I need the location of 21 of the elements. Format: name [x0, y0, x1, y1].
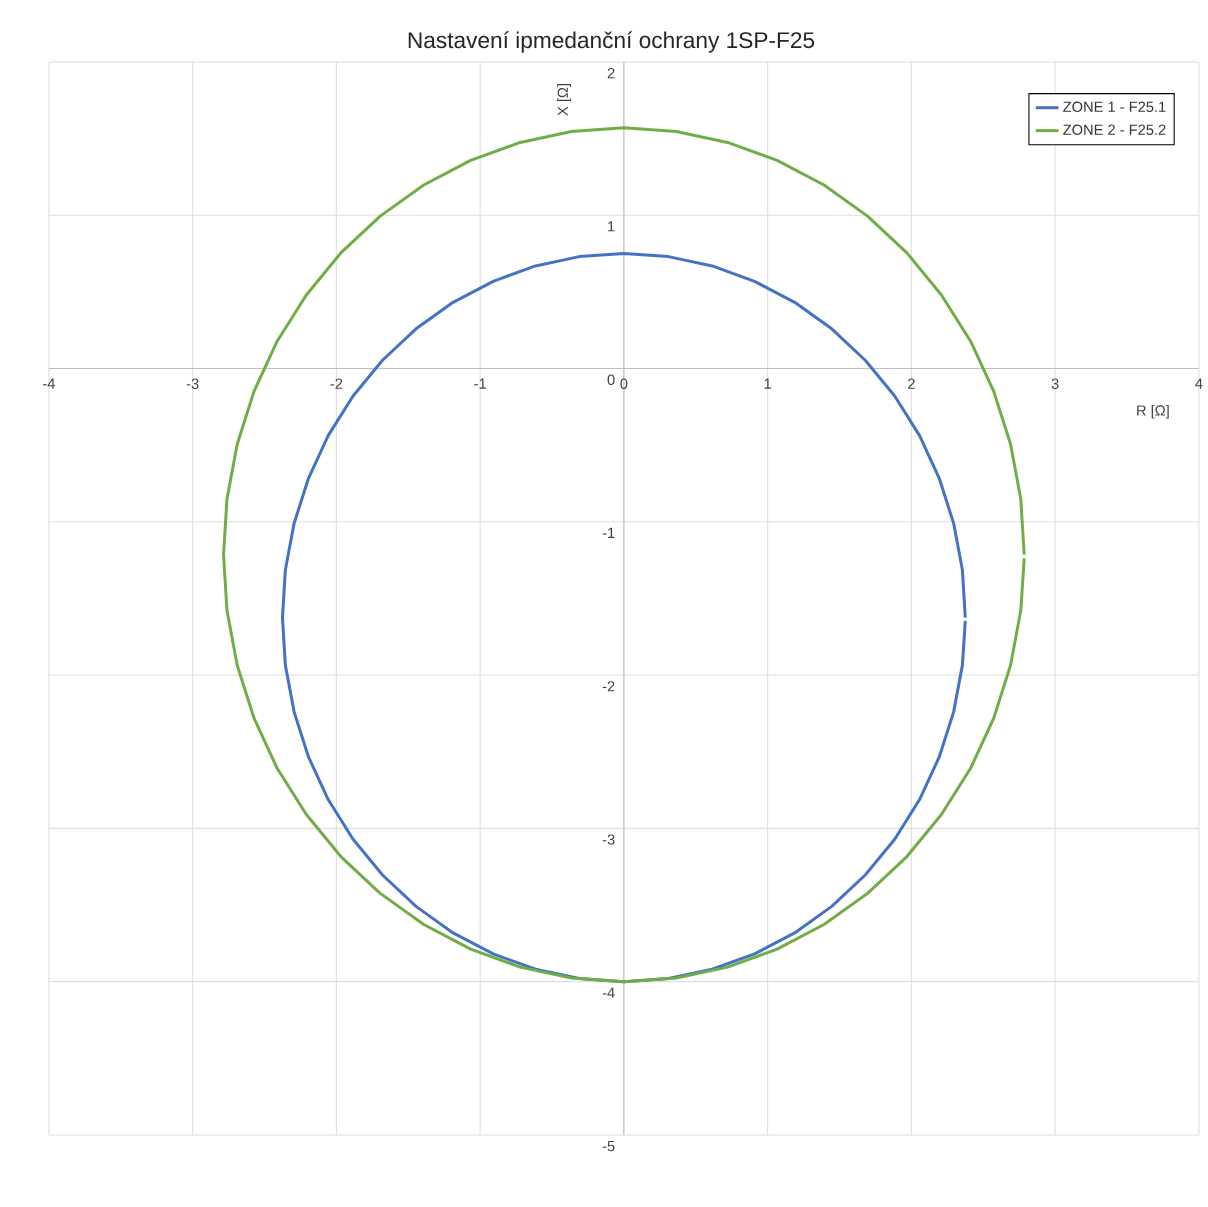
- x-tick-label: 2: [908, 378, 915, 389]
- x-tick-label: -2: [330, 378, 343, 389]
- y-tick-label: -3: [602, 834, 615, 845]
- chart-title: Nastavení ipmedanční ochrany 1SP-F25: [408, 31, 815, 53]
- legend-label: ZONE 1 - F25.1: [1063, 101, 1166, 112]
- x-tick-label: 1: [764, 378, 771, 389]
- y-tick-label: -5: [602, 1141, 615, 1152]
- legend-label: ZONE 2 - F25.2: [1063, 124, 1166, 135]
- y-tick-label: 2: [607, 68, 615, 79]
- x-tick-label: 3: [1051, 378, 1059, 389]
- x-tick-label: -1: [474, 378, 486, 389]
- y-tick-label: 1: [608, 221, 615, 232]
- x-axis-title: R [Ω]: [1137, 404, 1169, 419]
- y-tick-label: -1: [602, 527, 615, 538]
- x-tick-label: 0: [620, 378, 628, 389]
- x-tick-label: 4: [1195, 378, 1203, 389]
- x-tick-label: -4: [43, 378, 55, 389]
- x-tick-label: -3: [186, 378, 199, 389]
- y-axis-title: X [Ω]: [557, 84, 571, 116]
- y-tick-label: -4: [602, 987, 615, 998]
- y-tick-label: -2: [602, 681, 615, 692]
